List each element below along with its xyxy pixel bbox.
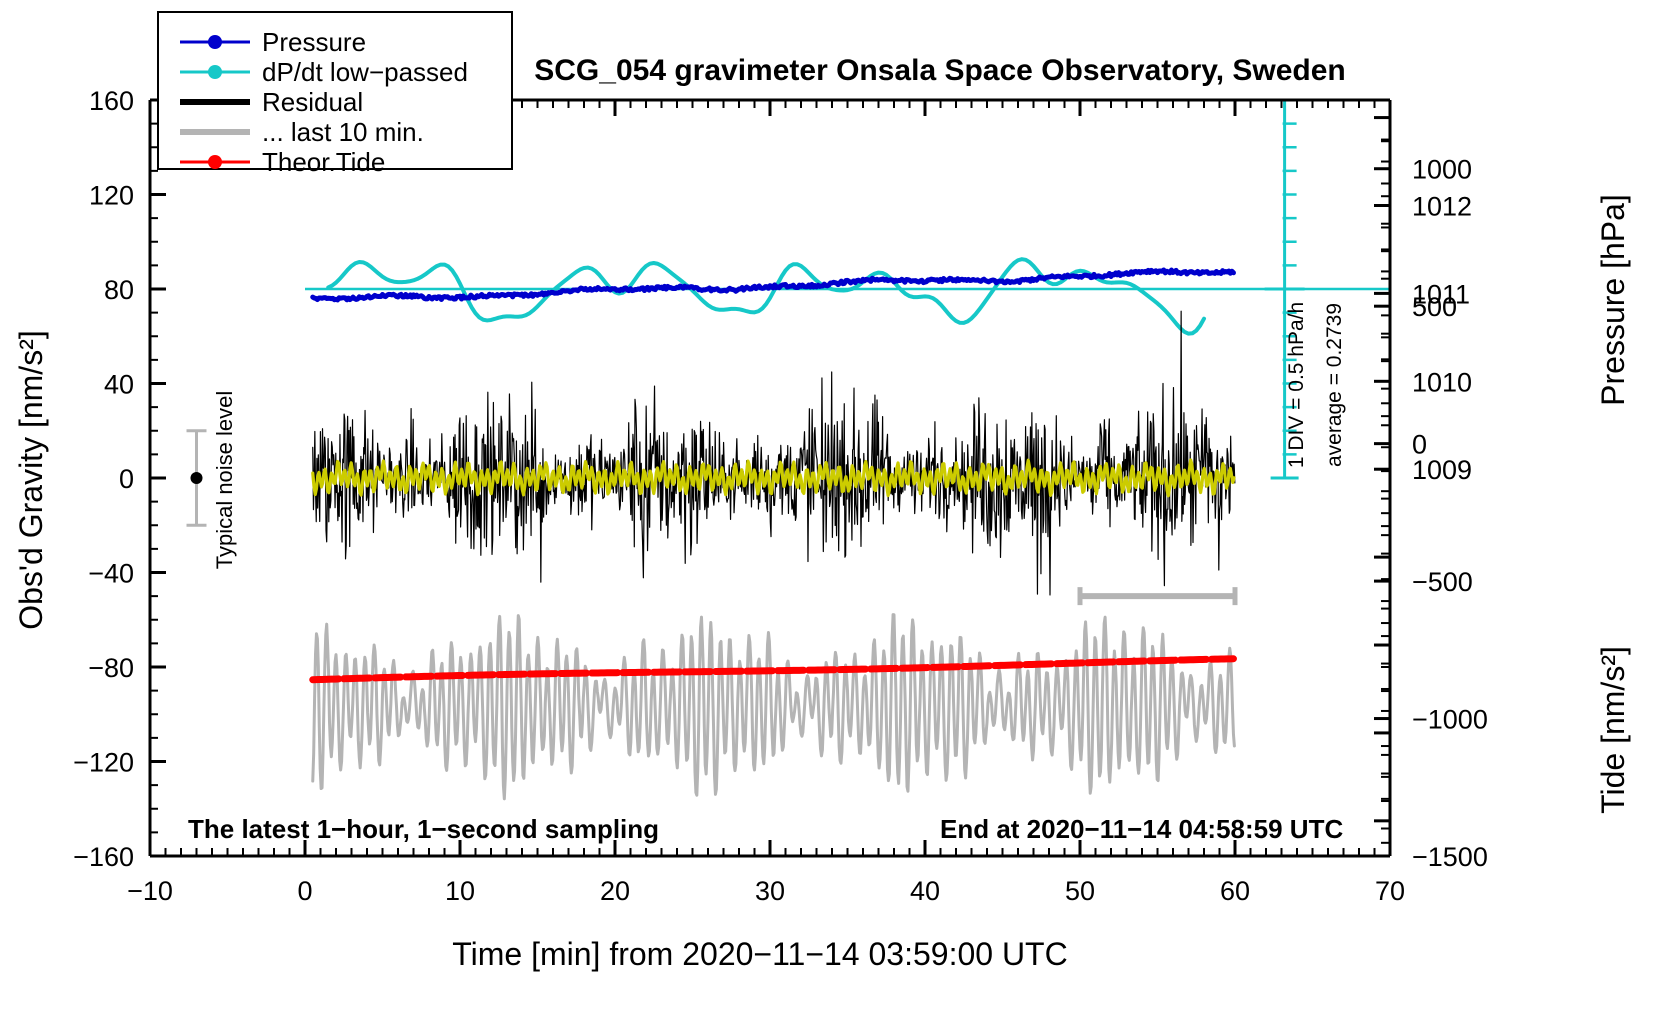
page-title: SCG_054 gravimeter Onsala Space Observat… [534, 54, 1346, 87]
legend-item-label: ... last 10 min. [262, 117, 424, 147]
axes-group [148, 98, 1392, 858]
legend-item-label: dP/dt low−passed [262, 57, 468, 87]
noise-level-label: Typical noise level [212, 391, 237, 570]
dpdt-average-label: average = 0.2739 [1323, 303, 1346, 467]
legend-item-label: Residual [262, 87, 363, 117]
y-tick-label: 40 [104, 370, 134, 400]
dpdt-lowpassed-trace [326, 257, 1206, 336]
legend-marker-dot [208, 155, 222, 169]
legend-marker-dot [208, 35, 222, 49]
tide-tick-label: 0 [1412, 430, 1427, 460]
bottom-left-note: The latest 1−hour, 1−second sampling [188, 814, 659, 844]
residual-smoothed-trace [311, 458, 1236, 498]
dpdt-div-label: 1 DIV = 0.5 hPa/h [1285, 302, 1308, 468]
y-tick-label: 0 [119, 464, 134, 494]
tide-tick-label: 1000 [1412, 155, 1472, 185]
x-tick-label: 10 [445, 876, 475, 906]
x-tick-label: 0 [297, 876, 312, 906]
last-10-min-trace [311, 613, 1236, 801]
x-tick-label: 40 [910, 876, 940, 906]
pressure-tick-label: 1011 [1412, 279, 1470, 309]
noise-level-dot [190, 472, 203, 484]
annotations-group [186, 429, 1238, 606]
y-tick-label: −40 [88, 559, 134, 589]
x-tick-label: 50 [1065, 876, 1095, 906]
legend-item-label: Pressure [262, 27, 366, 57]
data-traces-group [305, 98, 1390, 801]
tide-axis-title: Tide [nm/s²] [1595, 646, 1631, 814]
y-tick-label: 160 [89, 86, 134, 116]
y-tick-label: −80 [88, 653, 134, 683]
pressure-tick-label: 1010 [1412, 367, 1472, 397]
tick-labels-group: −10 0 10 20 30 40 50 60 70 −160 −120 −80 −40 0 40 80 120… [73, 86, 1488, 906]
pressure-trace [310, 267, 1236, 303]
pressure-axis-title: Pressure [hPa] [1595, 194, 1631, 406]
legend-item-label: Theor.Tide [262, 147, 385, 177]
tide-tick-label: −500 [1412, 567, 1473, 597]
tide-tick-label: −1500 [1412, 842, 1488, 872]
x-tick-label: 20 [600, 876, 630, 906]
x-axis-title: Time [min] from 2020−11−14 03:59:00 UTC [452, 936, 1067, 972]
tide-tick-label: −1000 [1412, 705, 1488, 735]
theoretical-tide-trace [309, 655, 1237, 684]
pressure-tick-label: 1009 [1412, 455, 1472, 485]
pressure-tick-label: 1012 [1412, 191, 1472, 221]
y-tick-label: 120 [89, 181, 134, 211]
y-axis-title: Obs'd Gravity [nm/s²] [13, 330, 49, 630]
y-tick-label: −120 [73, 748, 134, 778]
x-tick-label: 70 [1375, 876, 1405, 906]
bottom-right-note: End at 2020−11−14 04:58:59 UTC [940, 814, 1343, 844]
y-tick-label: 80 [104, 275, 134, 305]
y-tick-label: −160 [73, 842, 134, 872]
legend-marker-dot [208, 65, 222, 79]
tide-tick-label: 500 [1412, 292, 1457, 322]
x-tick-label: −10 [127, 876, 173, 906]
x-tick-label: 30 [755, 876, 785, 906]
x-tick-label: 60 [1220, 876, 1250, 906]
